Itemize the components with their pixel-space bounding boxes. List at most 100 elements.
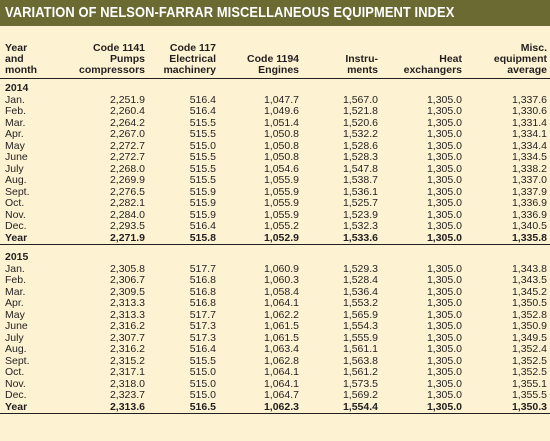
table-cell: 1,330.6 [511,106,547,117]
table-cell: 2,269.9 [109,175,145,186]
table-body: 2014 Jan. 2,251.9 516.4 1,047.7 1,567.0 1,305.… [0,79,550,414]
table-cell: 1,352.4 [511,344,547,355]
table-cell: 1,520.6 [342,117,378,129]
row-label: Nov. [5,378,26,390]
table-cell: 1,532.2 [342,129,378,140]
column-header: Code 117 Electrical machinery [148,30,219,79]
table-cell: 1,305.0 [426,286,462,298]
table-row: Apr. 2,267.0 515.5 1,050.8 1,532.2 1,305.0 1,3… [0,129,550,141]
table-cell: 2,315.2 [109,355,145,367]
table-cell: 1,305.0 [426,140,462,152]
table-cell: 1,355.5 [511,390,547,401]
table-cell: 1,343.8 [511,263,547,275]
column-header-line: Electrical [169,53,216,65]
column-header: Year and month [0,30,76,79]
table-cell: 1,350.9 [511,321,547,332]
empty-cell [381,79,465,95]
table-cell: 2,293.5 [109,221,145,232]
table-cell: 515.8 [148,232,219,245]
column-header-line: ments [347,64,378,76]
table-cell: 515.5 [189,129,216,140]
row-label: Feb. [5,275,27,286]
table-cell: 1,305.0 [426,332,462,344]
table-row: July 2,307.7 517.3 1,061.5 1,555.9 1,305.0 1,3… [0,333,550,345]
table-cell: 2,317.1 [109,367,145,378]
column-header-line: Heat [439,53,462,65]
table-cell: 1,523.9 [342,209,378,221]
table-cell: 516.4 [189,106,216,117]
table-cell: 1,305.0 [426,367,462,378]
column-header-line: and [5,53,24,65]
table-cell: 2,313.3 [109,298,145,309]
table-cell: 1,305.0 [426,309,462,321]
table-cell: 1,555.9 [342,332,378,344]
table-cell: 1,055.9 [263,198,299,209]
table-cell: 1,062.3 [219,401,302,414]
table-cell: 517.7 [189,263,216,275]
table-cell: 1,305.0 [426,221,462,232]
column-header-line: Code 1141 [93,42,145,54]
row-label: May [5,309,25,321]
table-row: Oct. 2,317.1 515.0 1,064.1 1,561.2 1,305.0 1,3… [0,367,550,379]
table-cell: 2,272.7 [109,152,145,163]
column-header-line: average [507,64,547,76]
table-row: June 2,272.7 515.5 1,050.8 1,528.3 1,305.0 1,3… [0,152,550,164]
table-cell: 1,561.2 [342,367,378,378]
table-row: Jan. 2,305.8 517.7 1,060.9 1,529.3 1,305.0 1,3… [0,264,550,276]
row-label: Sept. [5,355,30,367]
row-label: Oct. [5,198,25,209]
table-cell: 516.8 [189,275,216,286]
table-cell: 516.4 [189,221,216,232]
table-row: Oct. 2,282.1 515.9 1,055.9 1,525.7 1,305.0 1,3… [0,198,550,210]
empty-cell [148,79,219,95]
table-cell: 1,064.1 [263,367,299,378]
row-label: Apr. [5,298,24,309]
table-row: Jan. 2,251.9 516.4 1,047.7 1,567.0 1,305.0 1,3… [0,95,550,107]
table-cell: 1,337.0 [511,175,547,186]
table-cell: 2,260.4 [109,106,145,117]
table-cell: 1,528.4 [342,275,378,286]
table-cell: 1,521.8 [342,106,378,117]
table-cell: 1,561.1 [342,344,378,355]
table-row: Dec. 2,323.7 515.0 1,064.7 1,569.2 1,305.0 1,3… [0,390,550,402]
table-cell: 1,305.0 [426,344,462,355]
year-heading-row: 2015 [0,248,550,264]
empty-cell [219,79,302,95]
table-row: Sept. 2,315.2 515.5 1,062.8 1,563.8 1,305.0 1,… [0,356,550,368]
table-cell: 2,272.7 [109,140,145,152]
table-cell: 1,054.6 [263,163,299,175]
header-row: Year and month Code 1141 Pumps compressors Cod… [0,30,550,79]
column-header-line: Code 1194 [247,53,299,65]
title-bar: VARIATION OF NELSON-FARRAR MISCELLANEOUS… [0,0,550,26]
table-cell: 515.5 [189,175,216,186]
empty-cell [148,248,219,264]
table-cell: 1,343.5 [511,275,547,286]
table-cell: 2,284.0 [109,209,145,221]
table-row: Sept. 2,276.5 515.9 1,055.9 1,536.1 1,305.0 1,… [0,187,550,199]
year-heading: 2015 [5,251,29,263]
table-cell: 1,055.9 [263,209,299,221]
row-label: Feb. [5,106,27,117]
table-row: May 2,272.7 515.0 1,050.8 1,528.6 1,305.0 1,33… [0,141,550,153]
row-label: June [5,321,28,332]
table-cell: 517.3 [189,332,216,344]
table-cell: 1,051.4 [263,117,299,129]
empty-cell [302,248,381,264]
table-cell: 1,055.2 [263,221,299,232]
equipment-index-table: Year and month Code 1141 Pumps compressors Cod… [0,30,550,414]
column-header-line: month [5,64,38,76]
column-header-line: Code 117 [169,42,216,54]
table-cell: 2,282.1 [109,198,145,209]
table-cell: 1,061.5 [263,321,299,332]
row-label: Mar. [5,286,26,298]
table-cell: 1,305.0 [426,152,462,163]
table-cell: 1,055.9 [263,175,299,186]
table-cell: 1,553.2 [342,298,378,309]
table-cell: 1,063.4 [263,344,299,355]
year-total-row: Year 2,313.6 516.5 1,062.3 1,554.4 1,305.0 1,3… [0,401,550,414]
row-label: May [5,140,25,152]
table-row: Mar. 2,309.5 516.8 1,058.4 1,536.4 1,305.0 1,3… [0,287,550,299]
table-cell: 2,268.0 [109,163,145,175]
table-cell: 1,061.5 [263,332,299,344]
table-cell: 1,350.5 [511,298,547,309]
